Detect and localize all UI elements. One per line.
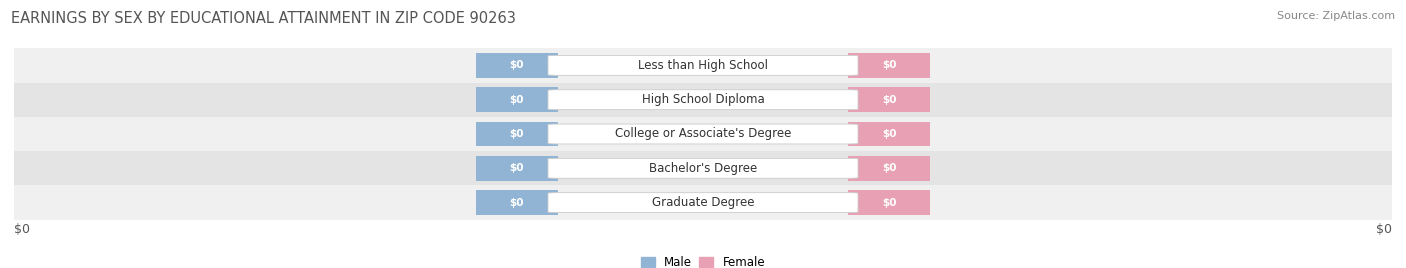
FancyBboxPatch shape — [548, 55, 858, 75]
Text: High School Diploma: High School Diploma — [641, 93, 765, 106]
Bar — [848, 53, 931, 78]
Text: $0: $0 — [510, 60, 524, 70]
Text: College or Associate's Degree: College or Associate's Degree — [614, 128, 792, 140]
Text: Bachelor's Degree: Bachelor's Degree — [650, 162, 756, 175]
Text: Source: ZipAtlas.com: Source: ZipAtlas.com — [1277, 11, 1395, 21]
Legend: Male, Female: Male, Female — [641, 256, 765, 268]
FancyBboxPatch shape — [548, 193, 858, 213]
Bar — [475, 87, 558, 112]
Text: $0: $0 — [510, 163, 524, 173]
Bar — [475, 122, 558, 146]
FancyBboxPatch shape — [548, 158, 858, 178]
Text: $0: $0 — [510, 129, 524, 139]
Text: $0: $0 — [510, 95, 524, 105]
Bar — [475, 190, 558, 215]
Bar — [14, 83, 1392, 117]
Bar — [475, 156, 558, 181]
Text: $0: $0 — [14, 222, 30, 236]
Text: $0: $0 — [1376, 222, 1392, 236]
Text: $0: $0 — [882, 95, 896, 105]
FancyBboxPatch shape — [548, 124, 858, 144]
Bar — [848, 87, 931, 112]
Text: EARNINGS BY SEX BY EDUCATIONAL ATTAINMENT IN ZIP CODE 90263: EARNINGS BY SEX BY EDUCATIONAL ATTAINMEN… — [11, 11, 516, 26]
Bar — [848, 122, 931, 146]
Text: Graduate Degree: Graduate Degree — [652, 196, 754, 209]
Text: $0: $0 — [510, 198, 524, 208]
Text: $0: $0 — [882, 129, 896, 139]
Bar — [14, 48, 1392, 83]
Bar — [14, 151, 1392, 185]
Bar — [848, 190, 931, 215]
Bar — [475, 53, 558, 78]
Bar — [848, 156, 931, 181]
FancyBboxPatch shape — [548, 90, 858, 110]
Text: $0: $0 — [882, 198, 896, 208]
Bar — [14, 117, 1392, 151]
Text: $0: $0 — [882, 163, 896, 173]
Text: $0: $0 — [882, 60, 896, 70]
Bar — [14, 185, 1392, 220]
Text: Less than High School: Less than High School — [638, 59, 768, 72]
